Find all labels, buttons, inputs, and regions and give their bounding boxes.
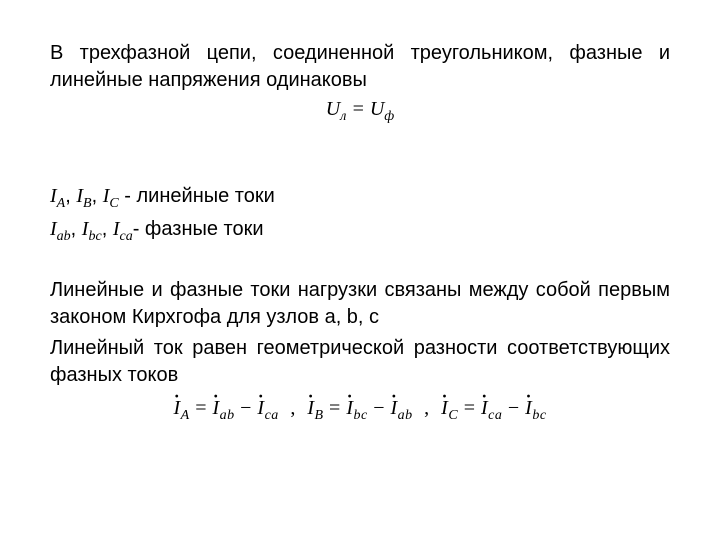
geometric-paragraph: Линейный ток равен геометрической разнос… xyxy=(50,335,670,389)
i-ab-sub: ab xyxy=(57,229,71,244)
intro-paragraph: В трехфазной цепи, соединенной треугольн… xyxy=(50,40,670,94)
sub-ab: ab xyxy=(220,408,235,423)
i-c-sub: C xyxy=(109,196,118,211)
sub-c: C xyxy=(448,408,458,423)
sub-ca-2: ca xyxy=(488,408,502,423)
spacer xyxy=(50,249,670,277)
sep: , xyxy=(102,218,113,240)
eq-sign: = xyxy=(324,397,347,419)
eq-sign: = xyxy=(190,397,213,419)
i-bc-sub: bc xyxy=(88,229,101,244)
sub-ab-2: ab xyxy=(398,408,413,423)
i-bc-phasor-2: I xyxy=(525,397,532,420)
i-ab-var: I xyxy=(50,218,57,240)
equals-sign: = xyxy=(346,98,370,120)
i-bc-phasor: I xyxy=(346,397,353,420)
eq-ia: IA = Iab − Ica xyxy=(173,397,278,424)
i-b-phasor: I xyxy=(307,397,314,420)
u-phase-sub: ф xyxy=(384,109,394,124)
phasor-equation: IA = Iab − Ica , IB = Ibc − Iab , IC = I… xyxy=(50,397,670,424)
sub-a: A xyxy=(181,408,190,423)
i-ca-phasor: I xyxy=(257,397,264,420)
line-currents-definition: IA, IB, IC - линейные токи xyxy=(50,183,670,214)
phase-currents-desc: - фазные токи xyxy=(133,218,264,240)
i-ab-phasor: I xyxy=(212,397,219,420)
i-a-phasor: I xyxy=(173,397,180,420)
phase-currents-definition: Iab, Ibc, Ica- фазные токи xyxy=(50,216,670,247)
i-c-phasor: I xyxy=(441,397,448,420)
minus-sign: − xyxy=(502,397,525,419)
line-currents-desc: - линейные токи xyxy=(119,185,275,207)
minus-sign: − xyxy=(235,397,258,419)
voltage-equation: Uл = Uф xyxy=(50,98,670,125)
kirchhoff-paragraph: Линейные и фазные токи нагрузки связаны … xyxy=(50,277,670,331)
sub-bc-2: bc xyxy=(532,408,546,423)
i-a-var: I xyxy=(50,185,57,207)
sep: , xyxy=(65,185,76,207)
comma: , xyxy=(419,397,436,419)
i-b-sub: B xyxy=(83,196,92,211)
i-ca-sub: ca xyxy=(119,229,132,244)
minus-sign: − xyxy=(368,397,391,419)
sep: , xyxy=(92,185,103,207)
sub-bc: bc xyxy=(354,408,368,423)
sub-ca: ca xyxy=(265,408,279,423)
spacer xyxy=(50,155,670,183)
i-ab-phasor-2: I xyxy=(391,397,398,420)
sub-b: B xyxy=(314,408,323,423)
i-a-sub: A xyxy=(57,196,66,211)
i-ca-phasor-2: I xyxy=(481,397,488,420)
eq-ib: IB = Ibc − Iab xyxy=(307,397,412,424)
eq-ic: IC = Ica − Ibc xyxy=(441,397,546,424)
sep: , xyxy=(71,218,82,240)
eq-sign: = xyxy=(458,397,481,419)
u-line-var: U xyxy=(326,98,340,120)
comma: , xyxy=(285,397,302,419)
u-phase-var: U xyxy=(370,98,384,120)
